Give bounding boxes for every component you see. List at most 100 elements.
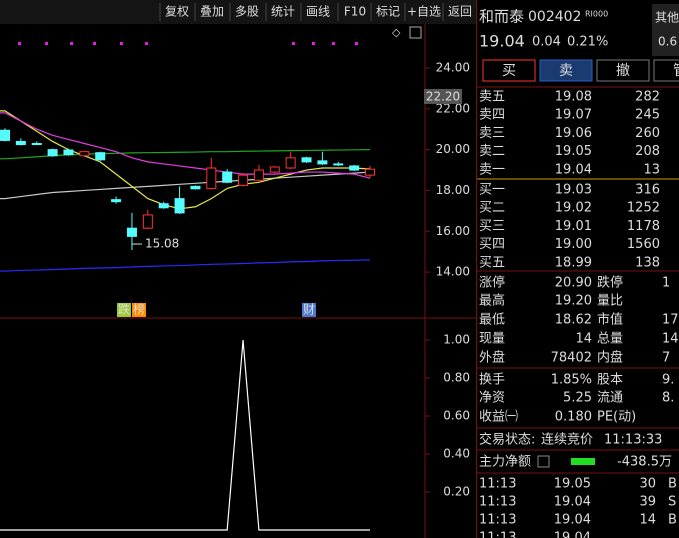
status-value: 连续竞价 xyxy=(541,432,593,448)
y-tick-label: 24.00 xyxy=(436,61,470,75)
book-volume: 138 xyxy=(635,255,660,270)
candle-body xyxy=(47,149,58,157)
y-tick-label: 0.80 xyxy=(443,371,470,385)
candle-body xyxy=(111,199,122,203)
stat-value: 14 xyxy=(662,332,679,347)
book-volume: 208 xyxy=(635,144,660,159)
change-pct: 0.21% xyxy=(567,35,608,50)
stat-label: 换手 xyxy=(479,373,505,388)
stat-value: 18.62 xyxy=(555,313,592,328)
trade-button[interactable]: 撤 xyxy=(616,63,630,79)
trade-button[interactable]: 管 xyxy=(673,63,679,79)
signal-dot xyxy=(312,42,315,45)
event-marker[interactable]: 榜 xyxy=(133,302,145,317)
signal-dot xyxy=(332,42,335,45)
trade-volume: 39 xyxy=(639,495,656,510)
signal-dot xyxy=(120,42,123,45)
status-time: 11:13:33 xyxy=(604,433,662,448)
trade-price: 19.04 xyxy=(554,513,591,528)
candle-body xyxy=(15,140,26,146)
trade-volume: 30 xyxy=(639,477,656,492)
candle-body xyxy=(317,160,328,165)
trade-price: 19.04 xyxy=(554,495,591,510)
book-price: 19.04 xyxy=(555,162,592,177)
toolbar-button[interactable]: 画线 xyxy=(306,5,330,19)
y-tick-label: 0.60 xyxy=(443,409,470,423)
other-box xyxy=(652,4,679,56)
candle-body xyxy=(285,157,296,169)
trade-side: S xyxy=(668,495,676,510)
pin-icon[interactable]: ◇ xyxy=(392,26,401,39)
flow-value: -438.5万 xyxy=(617,455,672,470)
trade-button-bg[interactable] xyxy=(653,59,679,82)
event-marker-bg xyxy=(132,303,146,317)
book-price: 19.00 xyxy=(555,237,592,252)
book-volume: 1252 xyxy=(627,201,660,216)
toolbar-button[interactable]: 返回 xyxy=(448,5,472,19)
y-tick-label: 0.20 xyxy=(443,485,470,499)
stat-label: 现量 xyxy=(479,332,505,347)
stat-label: 最低 xyxy=(479,313,505,328)
stat-value: 1.85% xyxy=(551,373,592,388)
stat-label: 涨停 xyxy=(479,275,505,291)
book-price: 19.07 xyxy=(555,108,592,123)
book-volume: 1178 xyxy=(627,219,660,234)
toolbar-button[interactable]: 复权 xyxy=(165,5,189,19)
stat-label: 净资 xyxy=(479,391,505,406)
change: 0.04 xyxy=(532,35,561,50)
toolbar-button[interactable]: 标记 xyxy=(376,5,400,19)
signal-dot xyxy=(93,42,96,45)
trade-button[interactable]: 买 xyxy=(502,63,516,79)
stat-label: 跌停 xyxy=(597,275,623,291)
trade-button-bg[interactable] xyxy=(539,59,593,82)
stat-value: 9. xyxy=(662,373,674,388)
y-tick-label: 0.40 xyxy=(443,447,470,461)
trade-button-bg[interactable] xyxy=(482,59,536,82)
trade-time: 11:13 xyxy=(479,477,516,492)
candle-body xyxy=(253,169,264,181)
price-tag: 22.20 xyxy=(426,90,460,104)
signal-dot xyxy=(45,42,48,45)
book-price: 19.01 xyxy=(555,219,592,234)
flow-label: 主力净额 xyxy=(479,455,531,470)
stat-label: 流通 xyxy=(597,391,623,406)
trade-volume: 14 xyxy=(639,513,656,528)
book-volume: 13 xyxy=(643,162,660,177)
book-label: 买二 xyxy=(479,201,505,216)
candle-body xyxy=(158,203,169,209)
candle-body xyxy=(174,198,185,214)
stat-value: 8. xyxy=(662,391,674,406)
flow-icon[interactable] xyxy=(537,455,550,468)
stat-label: 收益㈠ xyxy=(479,410,518,425)
stat-label: 量比 xyxy=(597,294,623,309)
event-marker-bg xyxy=(302,303,316,317)
y-tick-label: 16.00 xyxy=(436,224,470,238)
toolbar-button[interactable]: F10 xyxy=(344,5,366,19)
event-marker[interactable]: 跌 xyxy=(118,302,130,317)
window-icon[interactable] xyxy=(409,26,422,39)
indicator-line xyxy=(0,339,371,531)
trade-side: B xyxy=(668,477,677,492)
candle-body xyxy=(349,165,360,171)
book-volume: 282 xyxy=(635,90,660,105)
candle-body xyxy=(365,168,376,176)
event-marker[interactable]: 财 xyxy=(303,303,315,317)
book-label: 卖一 xyxy=(479,162,505,177)
book-price: 19.05 xyxy=(555,144,592,159)
toolbar-button[interactable]: 多股 xyxy=(235,5,259,19)
flow-bar xyxy=(571,458,595,465)
book-label: 买四 xyxy=(479,237,505,252)
toolbar-button[interactable]: 统计 xyxy=(271,5,295,19)
y-tick-label: 20.00 xyxy=(436,142,470,156)
toolbar-button[interactable]: +自选 xyxy=(407,5,441,19)
trade-button-bg[interactable] xyxy=(596,59,650,82)
price-tag-box xyxy=(424,89,462,104)
trade-price: 19.05 xyxy=(554,477,591,492)
other-tab[interactable]: 其他 xyxy=(655,11,679,25)
book-label: 卖五 xyxy=(479,90,505,105)
last-price: 19.04 xyxy=(479,32,525,51)
stat-label: PE(动) xyxy=(597,410,636,425)
trade-button[interactable]: 卖 xyxy=(559,63,573,79)
toolbar-button[interactable]: 叠加 xyxy=(200,5,224,19)
